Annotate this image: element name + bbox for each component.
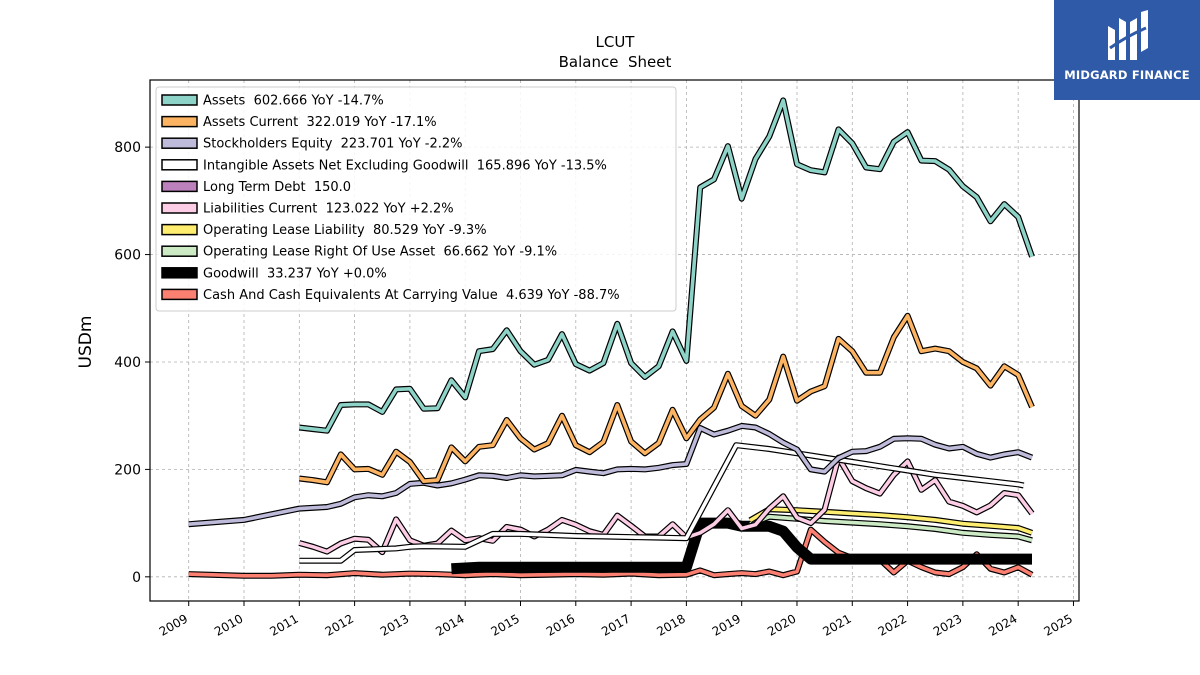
series-line <box>749 514 1033 543</box>
x-tick-label: 2021 <box>820 611 853 638</box>
x-tick-label: 2025 <box>1042 611 1075 638</box>
series-7 <box>748 513 1033 544</box>
series-layer <box>188 97 1035 579</box>
series-line <box>188 527 1033 578</box>
legend-item: Long Term Debt 150.0 <box>161 180 351 195</box>
legend-label: Operating Lease Liability 80.529 YoY -9.… <box>203 223 487 238</box>
legend-box <box>155 86 677 312</box>
y-tick-label: 600 <box>114 248 141 264</box>
x-tick-label: 2014 <box>433 611 466 638</box>
x-tick-label: 2018 <box>654 611 687 638</box>
chart-title: LCUT <box>596 33 636 51</box>
x-tick-label: 2016 <box>544 611 577 638</box>
legend-label: Assets 602.666 YoY -14.7% <box>203 94 384 109</box>
series-line <box>299 98 1034 433</box>
brand-name: MIDGARD FINANCE <box>1064 68 1190 82</box>
legend-item: Stockholders Equity 223.701 YoY -2.2% <box>161 137 463 152</box>
y-axis-label: USDm <box>76 316 96 369</box>
brand-logo: MIDGARD FINANCE <box>1054 0 1200 100</box>
legend-swatch <box>161 159 198 171</box>
legend-swatch <box>161 115 198 128</box>
legend: Assets 602.666 YoY -14.7% Assets Current … <box>155 86 677 312</box>
x-tick-label: 2012 <box>323 611 356 638</box>
x-tick-label: 2023 <box>931 611 964 638</box>
legend-swatch <box>161 267 198 279</box>
chart-subtitle: Balance Sheet <box>559 53 672 71</box>
x-tick-label: 2009 <box>157 611 190 638</box>
legend-item: Intangible Assets Net Excluding Goodwill… <box>161 158 607 173</box>
x-tick-label: 2013 <box>378 611 411 638</box>
x-tick-label: 2022 <box>876 611 909 638</box>
legend-label: Intangible Assets Net Excluding Goodwill… <box>203 158 607 173</box>
legend-label: Goodwill 33.237 YoY +0.0% <box>203 266 387 281</box>
legend-item: Goodwill 33.237 YoY +0.0% <box>161 266 387 281</box>
x-tick-label: 2015 <box>489 611 522 638</box>
legend-item: Operating Lease Liability 80.529 YoY -9.… <box>161 223 487 238</box>
x-tick-label: 2011 <box>267 611 300 638</box>
x-tick-label: 2010 <box>212 611 245 638</box>
y-tick-label: 800 <box>114 140 141 156</box>
legend-label: Assets Current 322.019 YoY -17.1% <box>203 115 437 130</box>
x-tick-label: 2020 <box>765 611 798 638</box>
legend-label: Liabilities Current 123.022 YoY +2.2% <box>203 202 454 217</box>
legend-label: Operating Lease Right Of Use Asset 66.66… <box>203 245 557 260</box>
brand-logo-icon <box>1108 10 1148 60</box>
series-line <box>299 314 1034 485</box>
series-0 <box>298 97 1035 434</box>
y-tick-label: 0 <box>132 570 141 586</box>
series-line <box>188 424 1033 526</box>
legend-swatch <box>161 137 198 149</box>
legend-label: Stockholders Equity 223.701 YoY -2.2% <box>203 137 463 152</box>
series-3 <box>299 442 1025 564</box>
legend-label: Cash And Cash Equivalents At Carrying Va… <box>203 288 620 303</box>
legend-item: Operating Lease Right Of Use Asset 66.66… <box>161 245 557 260</box>
legend-label: Long Term Debt 150.0 <box>203 180 351 195</box>
legend-swatch <box>161 288 198 301</box>
legend-item: Assets 602.666 YoY -14.7% <box>161 94 384 109</box>
series-9 <box>188 526 1034 579</box>
y-tick-label: 400 <box>114 355 141 371</box>
series-1 <box>298 312 1035 486</box>
legend-item: Liabilities Current 123.022 YoY +2.2% <box>161 202 454 217</box>
y-tick-label: 200 <box>114 462 141 478</box>
legend-swatch <box>161 245 198 257</box>
legend-swatch <box>161 223 198 236</box>
x-tick-label: 2017 <box>599 611 632 638</box>
series-line <box>299 443 1025 563</box>
legend-swatch <box>161 180 198 193</box>
series-2 <box>188 422 1034 528</box>
legend-swatch <box>161 94 198 106</box>
x-tick-label: 2019 <box>710 611 743 638</box>
legend-item: Cash And Cash Equivalents At Carrying Va… <box>161 288 620 303</box>
x-tick-label: 2024 <box>986 611 1019 638</box>
legend-item: Assets Current 322.019 YoY -17.1% <box>161 115 437 130</box>
legend-swatch <box>161 202 198 214</box>
plot-area-frame <box>149 79 1080 602</box>
